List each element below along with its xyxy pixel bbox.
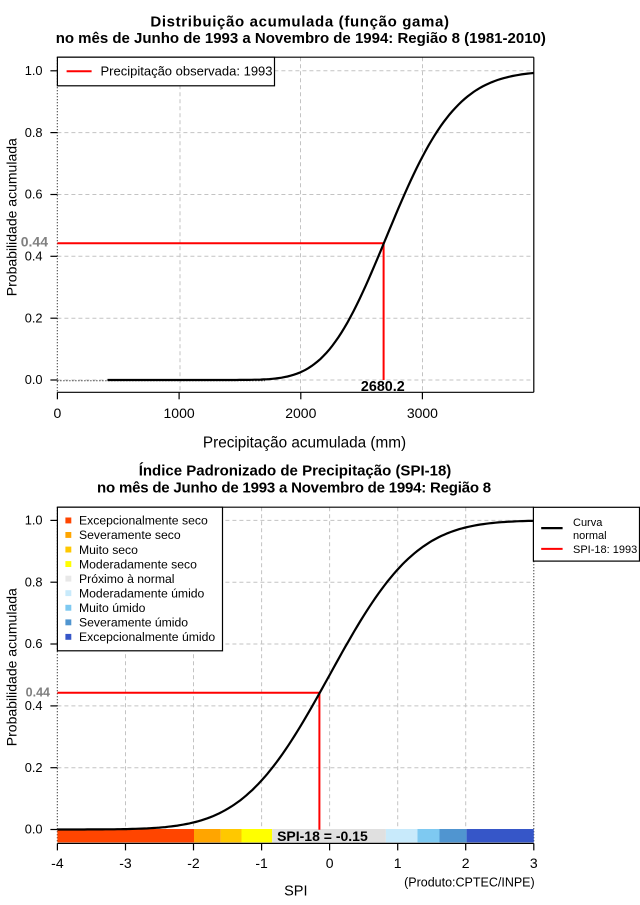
svg-text:Muito seco: Muito seco (79, 543, 138, 557)
svg-text:Próximo à normal: Próximo à normal (79, 572, 175, 586)
svg-text:0.4: 0.4 (25, 698, 43, 713)
svg-text:Índice Padronizado de Precipit: Índice Padronizado de Precipitação (SPI-… (139, 462, 452, 479)
svg-text:3000: 3000 (407, 405, 438, 421)
svg-text:0.0: 0.0 (25, 372, 43, 387)
svg-text:no mês de Junho de 1993 a Nove: no mês de Junho de 1993 a Novembro de 19… (56, 30, 546, 47)
svg-text:-4: -4 (51, 855, 64, 871)
svg-text:0.6: 0.6 (25, 187, 43, 202)
svg-text:0.2: 0.2 (25, 310, 43, 325)
svg-text:Distribuição acumulada (função: Distribuição acumulada (função gama) (150, 13, 449, 30)
svg-text:Excepcionalmente seco: Excepcionalmente seco (79, 514, 208, 528)
svg-text:-2: -2 (187, 855, 200, 871)
svg-text:2000: 2000 (285, 405, 316, 421)
svg-text:Precipitação acumulada (mm): Precipitação acumulada (mm) (203, 435, 406, 452)
svg-text:Precipitação observada: 1993: Precipitação observada: 1993 (101, 63, 273, 78)
svg-text:no mês de Junho de 1993 a Nove: no mês de Junho de 1993 a Novembro de 19… (97, 479, 491, 496)
svg-text:Moderadamente seco: Moderadamente seco (79, 557, 197, 571)
svg-text:Moderadamente úmido: Moderadamente úmido (79, 587, 205, 601)
svg-text:Excepcionalmente úmido: Excepcionalmente úmido (79, 630, 215, 644)
svg-text:0.44: 0.44 (21, 234, 48, 250)
svg-text:1.0: 1.0 (25, 513, 43, 528)
svg-text:Severamente seco: Severamente seco (79, 528, 181, 542)
svg-text:Muito úmido: Muito úmido (79, 601, 146, 615)
svg-text:2680.2: 2680.2 (361, 379, 405, 395)
svg-text:0: 0 (54, 405, 62, 421)
svg-text:-1: -1 (255, 855, 268, 871)
svg-text:2: 2 (462, 855, 470, 871)
svg-text:0: 0 (326, 855, 334, 871)
svg-text:0.4: 0.4 (25, 249, 43, 264)
svg-text:1: 1 (394, 855, 402, 871)
svg-text:0.0: 0.0 (25, 822, 43, 837)
svg-text:-3: -3 (119, 855, 132, 871)
svg-text:Probabilidade acumulada: Probabilidade acumulada (4, 138, 20, 296)
svg-text:0.2: 0.2 (25, 760, 43, 775)
svg-text:0.6: 0.6 (25, 636, 43, 651)
svg-text:Curva: Curva (573, 517, 603, 529)
svg-text:3: 3 (530, 855, 538, 871)
svg-text:SPI: SPI (284, 883, 307, 899)
svg-text:0.8: 0.8 (25, 125, 43, 140)
svg-text:SPI-18: 1993: SPI-18: 1993 (573, 544, 637, 556)
svg-text:(Produto:CPTEC/INPE): (Produto:CPTEC/INPE) (404, 876, 535, 890)
svg-text:Severamente úmido: Severamente úmido (79, 616, 188, 630)
svg-text:Probabilidade acumulada: Probabilidade acumulada (4, 588, 20, 746)
svg-text:0.44: 0.44 (26, 685, 50, 699)
svg-text:normal: normal (573, 530, 607, 542)
svg-text:0.8: 0.8 (25, 574, 43, 589)
svg-text:1.0: 1.0 (25, 63, 43, 78)
svg-text:SPI-18 = -0.15: SPI-18 = -0.15 (277, 828, 368, 844)
svg-text:1000: 1000 (164, 405, 195, 421)
